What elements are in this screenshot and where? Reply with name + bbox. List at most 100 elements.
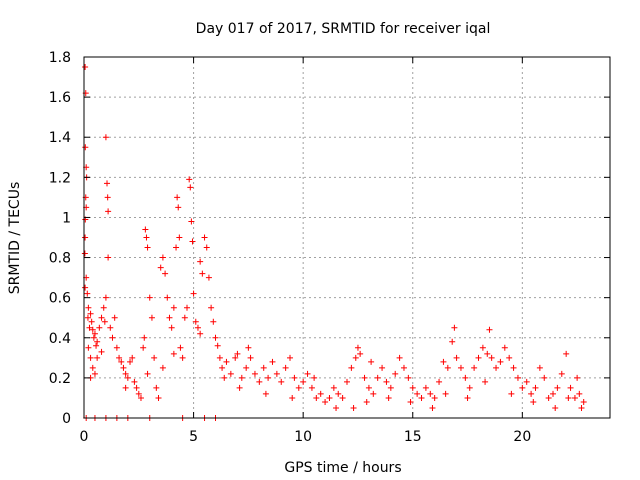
data-point — [365, 384, 372, 391]
data-point — [574, 374, 581, 381]
data-point — [466, 384, 473, 391]
data-point — [554, 384, 561, 391]
data-point — [184, 304, 191, 311]
data-point — [159, 254, 166, 261]
data-point — [190, 290, 197, 297]
data-point — [330, 384, 337, 391]
y-tick-label: 0.6 — [49, 291, 71, 307]
data-point — [379, 364, 386, 371]
data-point — [155, 394, 162, 401]
data-point — [94, 338, 101, 345]
data-point — [462, 374, 469, 381]
y-tick-label: 1.6 — [49, 90, 71, 106]
data-points — [81, 64, 587, 421]
data-point — [87, 354, 94, 361]
data-point — [105, 254, 112, 261]
data-point — [464, 394, 471, 401]
data-point — [289, 394, 296, 401]
data-point — [536, 364, 543, 371]
data-point — [453, 354, 460, 361]
data-point — [127, 358, 134, 365]
data-point — [508, 390, 515, 397]
data-point — [221, 374, 228, 381]
data-point — [210, 318, 217, 325]
data-point — [243, 364, 250, 371]
data-point — [85, 304, 92, 311]
data-point — [567, 384, 574, 391]
data-point — [84, 290, 91, 297]
data-point — [164, 294, 171, 301]
y-tick-label: 0.2 — [49, 371, 71, 387]
data-point — [262, 390, 269, 397]
data-point — [530, 398, 537, 405]
data-point — [87, 310, 94, 317]
data-point — [545, 394, 552, 401]
data-point — [89, 364, 96, 371]
data-point — [199, 270, 206, 277]
data-point — [129, 354, 136, 361]
data-point — [571, 394, 578, 401]
data-point — [192, 318, 199, 325]
data-point — [157, 264, 164, 271]
grid — [84, 57, 610, 418]
data-point — [339, 394, 346, 401]
data-point — [85, 344, 92, 351]
data-point — [392, 370, 399, 377]
data-point — [291, 374, 298, 381]
data-point — [118, 358, 125, 365]
data-point — [173, 244, 180, 251]
data-point — [98, 314, 105, 321]
data-point — [98, 348, 105, 355]
data-point — [278, 378, 285, 385]
data-point — [86, 324, 93, 331]
data-point — [471, 364, 478, 371]
data-point — [176, 234, 183, 241]
data-point — [109, 334, 116, 341]
data-point — [122, 370, 129, 377]
data-point — [400, 364, 407, 371]
data-point — [232, 354, 239, 361]
x-axis-label: GPS time / hours — [284, 460, 401, 476]
data-point — [256, 378, 263, 385]
data-point — [269, 358, 276, 365]
data-point — [418, 394, 425, 401]
data-point — [563, 350, 570, 357]
data-point — [214, 342, 221, 349]
data-point — [304, 370, 311, 377]
data-point — [201, 234, 208, 241]
x-tick-label: 15 — [404, 429, 422, 445]
data-point — [523, 378, 530, 385]
data-point — [311, 374, 318, 381]
y-tick-label: 1.2 — [49, 170, 71, 186]
data-point — [133, 384, 140, 391]
data-point — [497, 358, 504, 365]
data-point — [88, 318, 95, 325]
data-point — [300, 378, 307, 385]
data-point — [431, 394, 438, 401]
data-point — [407, 398, 414, 405]
data-point — [82, 64, 89, 71]
plot-frame — [83, 56, 611, 419]
data-point — [282, 364, 289, 371]
data-point — [442, 390, 449, 397]
data-point — [90, 334, 97, 341]
data-point — [440, 358, 447, 365]
data-point — [383, 378, 390, 385]
data-point — [101, 318, 108, 325]
data-point — [94, 354, 101, 361]
data-point — [405, 374, 412, 381]
data-point — [81, 250, 88, 257]
data-point — [528, 390, 535, 397]
data-point — [348, 364, 355, 371]
data-point — [188, 218, 195, 225]
data-point — [550, 390, 557, 397]
data-point — [104, 194, 111, 201]
x-tick-label: 0 — [80, 429, 89, 445]
x-tick-label: 20 — [513, 429, 531, 445]
data-point — [102, 134, 109, 141]
data-point — [387, 384, 394, 391]
data-point — [368, 358, 375, 365]
data-point — [168, 324, 175, 331]
data-point — [111, 314, 118, 321]
x-tick-label: 5 — [189, 429, 198, 445]
